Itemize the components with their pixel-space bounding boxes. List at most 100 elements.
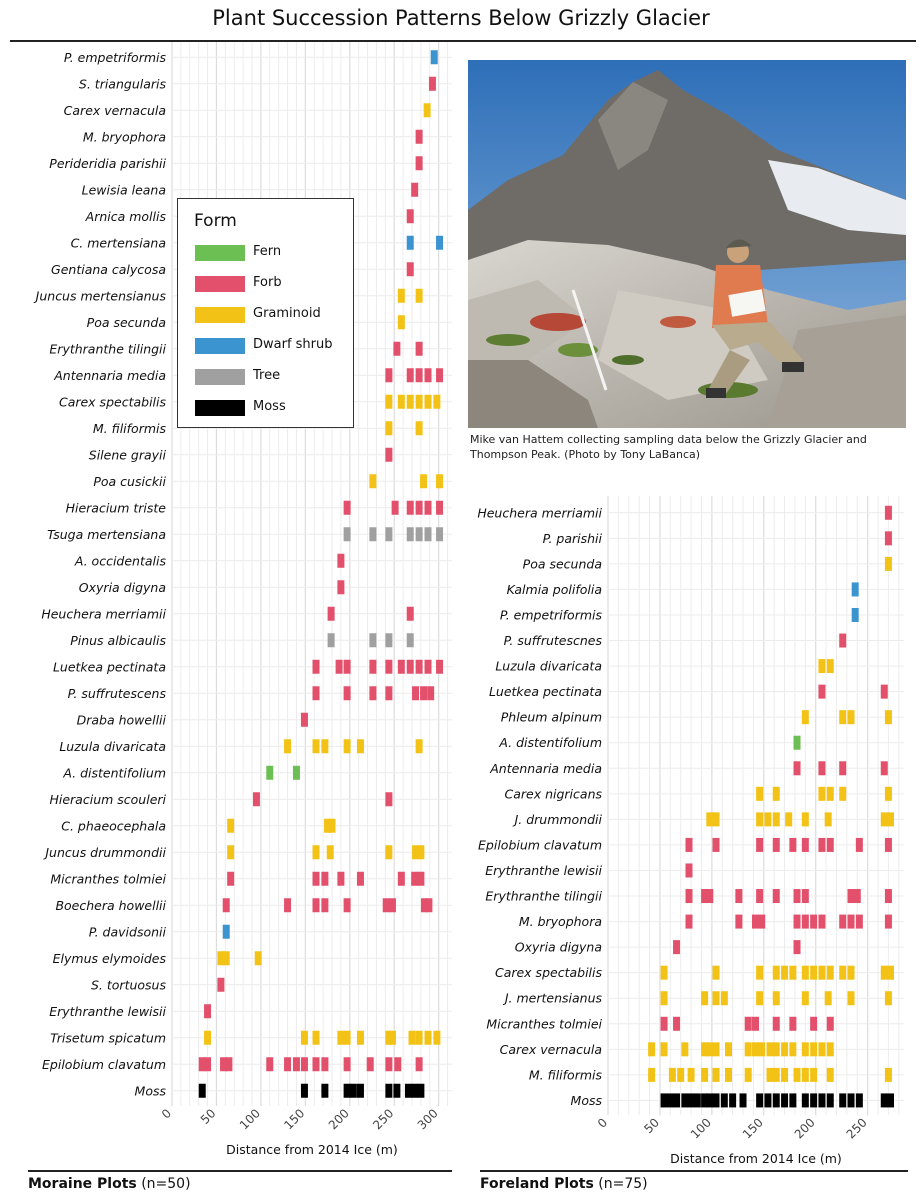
foreland-mark-j-drummondii (706, 812, 714, 827)
moraine-mark-micranthes-tolmiei (337, 871, 345, 886)
foreland-mark-a-distentifolium (793, 735, 801, 750)
moraine-mark-trisetum-spicatum (424, 1030, 432, 1045)
foreland-mark-carex-spectabilis (818, 965, 826, 980)
foreland-mark-epilobium-clavatum (772, 837, 780, 852)
foreland-mark-epilobium-clavatum (884, 837, 892, 852)
moraine-species-label-heuchera-merriamii: Heuchera merriamii (41, 606, 166, 621)
moraine-mark-s-tortuosus (217, 977, 225, 992)
foreland-mark-carex-vernacula (701, 1042, 709, 1057)
moraine-mark-hieracium-scouleri (385, 792, 393, 807)
moraine-species-label-carex-vernacula: Carex vernacula (64, 103, 166, 118)
foreland-mark-carex-vernacula (648, 1042, 656, 1057)
page-title: Plant Succession Patterns Below Grizzly … (212, 6, 710, 30)
moraine-mark-moss (404, 1083, 412, 1098)
foreland-mark-moss (660, 1093, 668, 1108)
moraine-mark-boechera-howellii (420, 898, 428, 913)
moraine-mark-boechera-howellii (382, 898, 390, 913)
foreland-species-label-heuchera-merriamii: Heuchera merriamii (477, 505, 602, 520)
moraine-mark-epilobium-clavatum (300, 1057, 308, 1072)
legend-label-tree: Tree (253, 368, 281, 383)
moraine-mark-c-phaeocephala (324, 818, 332, 833)
foreland-species-label-erythranthe-tilingii: Erythranthe tilingii (485, 889, 602, 904)
foreland-mark-j-drummondii (785, 812, 793, 827)
moraine-mark-heuchera-merriamii (406, 606, 414, 621)
moraine-mark-hieracium-triste (343, 500, 351, 515)
foreland-mark-p-empetriformis (851, 607, 859, 622)
foreland-mark-j-drummondii (772, 812, 780, 827)
moraine-mark-moss (300, 1083, 308, 1098)
legend-swatch-forb (195, 276, 245, 292)
moraine-mark-p-suffrutescens (312, 686, 320, 701)
moraine-mark-luetkea-pectinata (436, 659, 444, 674)
foreland-mark-erythranthe-tilingii (847, 889, 855, 904)
foreland-mark-moss (720, 1093, 728, 1108)
foreland-mark-moss (666, 1093, 674, 1108)
foreland-species-label-m-bryophora: M. bryophora (519, 914, 602, 929)
moraine-mark-moss (343, 1083, 351, 1098)
foreland-species-label-j-mertensianus: J. mertensianus (502, 991, 603, 1006)
foreland-mark-micranthes-tolmiei (744, 1016, 752, 1031)
foreland-mark-carex-vernacula (660, 1042, 668, 1057)
foreland-mark-erythranthe-tilingii (685, 889, 693, 904)
moraine-mark-epilobium-clavatum (343, 1057, 351, 1072)
foreland-mark-moss (781, 1093, 789, 1108)
foreland-species-label-antennaria-media: Antennaria media (489, 761, 602, 776)
moraine-mark-epilobium-clavatum (312, 1057, 320, 1072)
moraine-mark-juncus-drummondii (326, 845, 334, 860)
foreland-mark-poa-secunda (884, 556, 892, 571)
moraine-mark-luzula-divaricata (284, 739, 292, 754)
moraine-species-label-poa-secunda: Poa secunda (87, 315, 166, 330)
foreland-mark-m-filiformis (810, 1067, 818, 1082)
moraine-species-label-a-distentifolium: A. distentifolium (62, 765, 166, 780)
title-rule (10, 40, 916, 42)
moraine-mark-luetkea-pectinata (406, 659, 414, 674)
foreland-mark-j-mertensianus (712, 991, 720, 1006)
moraine-mark-a-occidentalis (337, 553, 345, 568)
foreland-mark-m-filiformis (744, 1067, 752, 1082)
foreland-species-label-oxyria-digyna: Oxyria digyna (515, 940, 602, 955)
moraine-mark-tsuga-mertensiana (436, 527, 444, 542)
foreland-species-label-luetkea-pectinata: Luetkea pectinata (489, 684, 602, 699)
moraine-mark-juncus-drummondii (385, 845, 393, 860)
foreland-mark-phleum-alpinum (847, 710, 855, 725)
foreland-mark-moss (712, 1093, 720, 1108)
moraine-mark-arnica-mollis (406, 209, 414, 224)
moraine-mark-elymus-elymoides (222, 951, 230, 966)
foreland-mark-moss (701, 1093, 709, 1108)
moraine-mark-p-suffrutescens (420, 686, 428, 701)
moraine-mark-a-distentifolium (292, 765, 300, 780)
moraine-mark-trisetum-spicatum (408, 1030, 416, 1045)
moraine-species-label-arnica-mollis: Arnica mollis (85, 209, 167, 224)
moraine-mark-moss (198, 1083, 206, 1098)
moraine-mark-hieracium-triste (406, 500, 414, 515)
moraine-mark-trisetum-spicatum (337, 1030, 345, 1045)
moraine-mark-elymus-elymoides (217, 951, 225, 966)
legend-swatch-graminoid (195, 307, 245, 323)
moraine-x-tick-label: 150 (281, 1106, 307, 1132)
moraine-mark-heuchera-merriamii (327, 606, 335, 621)
foreland-x-tick-label: 250 (844, 1115, 870, 1141)
moraine-mark-carex-vernacula (423, 103, 431, 118)
foreland-mark-oxyria-digyna (673, 940, 681, 955)
moraine-mark-oxyria-digyna (337, 580, 345, 595)
foreland-mark-moss (839, 1093, 847, 1108)
foreland-mark-m-filiformis (648, 1067, 656, 1082)
foreland-mark-moss (886, 1093, 894, 1108)
moraine-mark-carex-spectabilis (385, 394, 393, 409)
moraine-mark-trisetum-spicatum (385, 1030, 393, 1045)
foreland-mark-carex-vernacula (810, 1042, 818, 1057)
foreland-chart: Heuchera merriamii P. parishii Poa secunda… (477, 496, 904, 1166)
foreland-label-count: (n=75) (593, 1176, 648, 1192)
moraine-x-tick-label: 200 (326, 1106, 352, 1132)
foreland-mark-erythranthe-tilingii (793, 889, 801, 904)
foreland-grid (607, 496, 904, 1116)
legend-label-forb: Forb (253, 275, 282, 290)
foreland-mark-m-filiformis (801, 1067, 809, 1082)
foreland-mark-moss (826, 1093, 834, 1108)
moraine-mark-luzula-divaricata (343, 739, 351, 754)
foreland-mark-moss (706, 1093, 714, 1108)
foreland-mark-phleum-alpinum (839, 710, 847, 725)
moraine-species-label-p-empetriformis: P. empetriformis (64, 50, 167, 65)
moraine-species-label-oxyria-digyna: Oxyria digyna (79, 580, 166, 595)
foreland-mark-kalmia-polifolia (851, 582, 859, 597)
